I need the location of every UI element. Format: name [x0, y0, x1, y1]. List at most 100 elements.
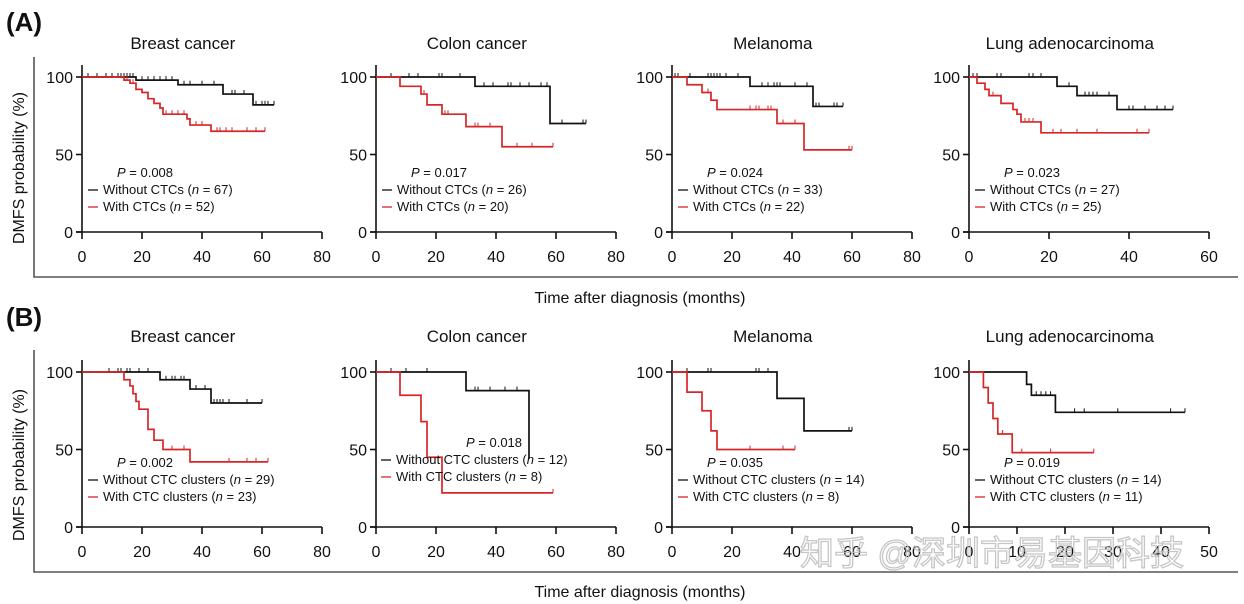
x-tick-label: 60	[843, 544, 861, 561]
p-value-number: = 0.017	[420, 165, 467, 180]
panel-title: Lung adenocarcinoma	[986, 34, 1155, 53]
y-tick-label: 0	[951, 225, 960, 242]
km-curve-with	[672, 76, 852, 151]
panel-title: Colon cancer	[427, 34, 528, 53]
p-value: P = 0.008	[117, 165, 173, 180]
x-tick-label: 30	[1104, 544, 1122, 561]
legend-label-without: Without CTCs (n = 27)	[990, 182, 1120, 197]
km-curve-without	[969, 76, 1173, 111]
y-tick-label: 50	[349, 443, 367, 460]
y-tick-label: 100	[340, 70, 367, 87]
km-curve-without	[376, 371, 530, 459]
x-axis-label-b: Time after diagnosis (months)	[534, 584, 745, 601]
y-tick-label: 0	[654, 225, 663, 242]
y-tick-label: 50	[645, 443, 663, 460]
legend-label-without: Without CTC clusters (n = 14)	[990, 472, 1162, 487]
y-tick-label: 0	[358, 225, 367, 242]
x-tick-label: 80	[607, 249, 625, 266]
y-tick-label: 50	[645, 148, 663, 165]
legend-label-without: Without CTC clusters (n = 12)	[396, 452, 568, 467]
y-tick-label: 0	[64, 225, 73, 242]
x-tick-label: 40	[1152, 544, 1170, 561]
x-tick-label: 10	[1008, 544, 1026, 561]
x-tick-label: 0	[372, 249, 381, 266]
km-curve-with	[82, 76, 265, 133]
legend-label-with: With CTCs (n = 52)	[103, 199, 215, 214]
x-tick-label: 80	[903, 544, 921, 561]
x-tick-label: 50	[1200, 544, 1218, 561]
y-tick-label: 100	[636, 365, 663, 382]
y-axis-label-b: DMFS probability (%)	[11, 389, 28, 541]
p-value-number: = 0.018	[475, 435, 522, 450]
km-curve-with	[376, 371, 553, 494]
panel-title: Melanoma	[733, 34, 813, 53]
legend-label-with: With CTCs (n = 25)	[990, 199, 1102, 214]
km-curve-without	[672, 76, 843, 108]
x-tick-label: 20	[723, 544, 741, 561]
p-value-number: = 0.023	[1013, 165, 1060, 180]
x-tick-label: 40	[193, 249, 211, 266]
x-tick-label: 40	[783, 544, 801, 561]
y-tick-label: 50	[55, 443, 73, 460]
x-tick-label: 20	[723, 249, 741, 266]
panel-label-b: (B)	[6, 302, 42, 332]
panel-title: Lung adenocarcinoma	[986, 327, 1155, 346]
p-value: P = 0.018	[466, 435, 522, 450]
panel-title: Breast cancer	[130, 34, 235, 53]
p-value: P = 0.002	[117, 455, 173, 470]
frame-row-a	[33, 57, 1238, 278]
x-tick-label: 0	[78, 249, 87, 266]
km-panel-b-4: Lung adenocarcinoma 0 50 100 0 10 20 30 40 50 P = …	[933, 327, 1218, 561]
x-tick-label: 0	[372, 544, 381, 561]
x-tick-label: 60	[253, 249, 271, 266]
km-panel-a-2: Colon cancer 0 50 100 0 20 40 60 80 P = 0.017 With…	[340, 34, 625, 266]
x-tick-label: 20	[133, 249, 151, 266]
x-tick-label: 60	[253, 544, 271, 561]
km-curve-without	[82, 371, 262, 404]
x-tick-label: 60	[547, 544, 565, 561]
x-tick-label: 40	[193, 544, 211, 561]
y-tick-label: 100	[340, 365, 367, 382]
p-value-number: = 0.008	[126, 165, 173, 180]
km-curve-with	[672, 371, 795, 451]
y-tick-label: 50	[942, 148, 960, 165]
x-tick-label: 20	[427, 544, 445, 561]
x-tick-label: 80	[313, 544, 331, 561]
legend-label-with: With CTCs (n = 20)	[397, 199, 509, 214]
x-tick-label: 0	[78, 544, 87, 561]
x-axis-label-a: Time after diagnosis (months)	[534, 290, 745, 307]
x-tick-label: 80	[903, 249, 921, 266]
watermark: 知乎 @深圳市易基因科技	[800, 535, 1184, 573]
panel-title: Colon cancer	[427, 327, 528, 346]
panel-label-a: (A)	[6, 7, 42, 37]
p-value-number: = 0.002	[126, 455, 173, 470]
y-tick-label: 100	[933, 70, 960, 87]
x-tick-label: 0	[965, 249, 974, 266]
x-tick-label: 0	[668, 249, 677, 266]
x-tick-label: 0	[965, 544, 974, 561]
legend-label-without: Without CTC clusters (n = 14)	[693, 472, 865, 487]
y-tick-label: 0	[64, 520, 73, 537]
x-tick-label: 60	[843, 249, 861, 266]
y-tick-label: 100	[46, 70, 73, 87]
km-curve-without	[376, 76, 586, 125]
legend-label-with: With CTC clusters (n = 23)	[103, 489, 257, 504]
x-tick-label: 0	[668, 544, 677, 561]
legend-label-without: Without CTCs (n = 67)	[103, 182, 233, 197]
y-tick-label: 100	[636, 70, 663, 87]
km-curve-with	[82, 371, 268, 463]
panel-title: Melanoma	[733, 327, 813, 346]
x-tick-label: 20	[427, 249, 445, 266]
y-tick-label: 100	[46, 365, 73, 382]
y-tick-label: 50	[349, 148, 367, 165]
legend-label-with: With CTCs (n = 22)	[693, 199, 805, 214]
p-value-number: = 0.024	[716, 165, 763, 180]
km-panel-b-3: Melanoma 0 50 100 0 20 40 60 80 P = 0.035 Without …	[636, 327, 921, 561]
x-tick-label: 20	[1056, 544, 1074, 561]
legend-label-with: With CTC clusters (n = 8)	[396, 469, 542, 484]
x-tick-label: 60	[1200, 249, 1218, 266]
km-panel-a-4: Lung adenocarcinoma 0 50 100 0 20 40 60 P = 0.02…	[933, 34, 1218, 266]
p-value-number: = 0.019	[1013, 455, 1060, 470]
p-value: P = 0.035	[707, 455, 763, 470]
